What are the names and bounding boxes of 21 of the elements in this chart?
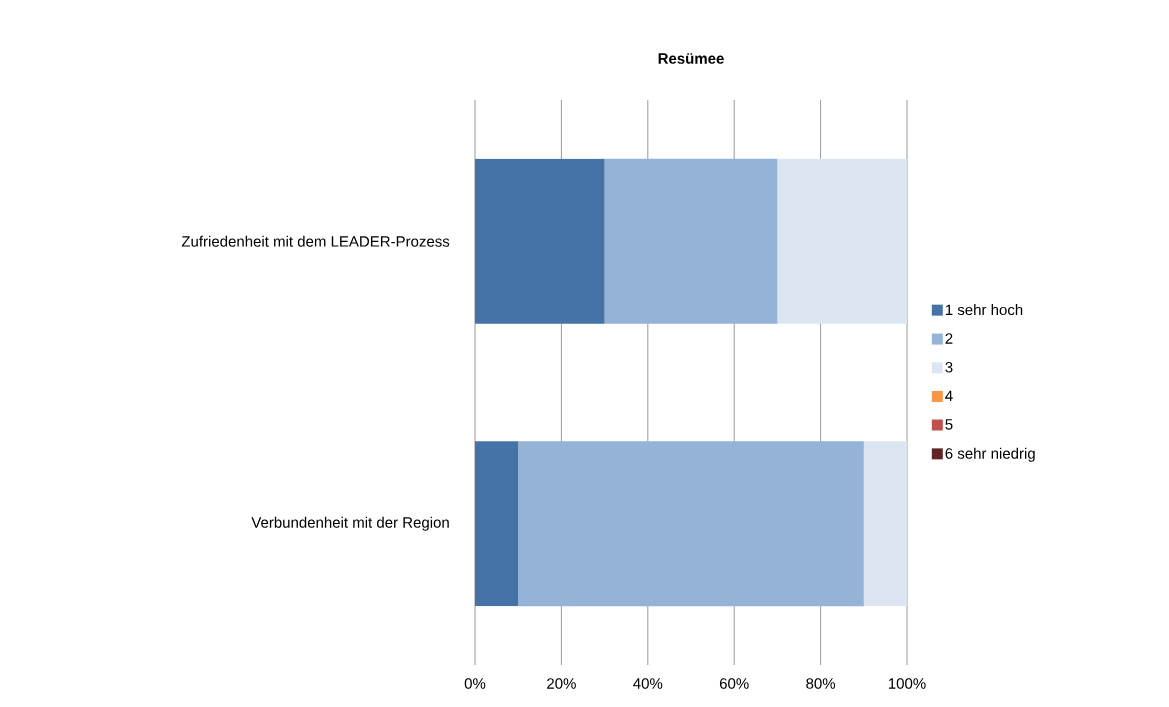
bar — [475, 158, 605, 324]
legend-label: 1 sehr hoch — [945, 304, 1023, 316]
bar — [518, 441, 864, 607]
bar — [777, 158, 907, 324]
y-tick-label: Zufriedenheit mit dem LEADER-Prozess — [181, 235, 450, 247]
legend-label: 4 — [945, 390, 953, 401]
x-tick-label: 0% — [464, 678, 486, 689]
x-tick-label: 40% — [633, 678, 663, 689]
x-tick-label: 60% — [719, 678, 749, 689]
bar — [604, 158, 778, 324]
x-tick-label: 80% — [806, 678, 836, 689]
legend-label: 6 sehr niedrig — [945, 447, 1035, 462]
y-tick-label: Verbundenheit mit der Region — [251, 516, 449, 531]
x-tick-label: 100% — [888, 678, 926, 689]
legend-label: 2 — [945, 333, 953, 344]
legend-label: 5 — [945, 419, 953, 430]
chart-title: Resümee — [658, 53, 724, 64]
x-tick-label: 20% — [547, 678, 576, 689]
legend-label: 3 — [945, 361, 953, 373]
bar — [475, 441, 519, 607]
bar — [863, 441, 907, 607]
